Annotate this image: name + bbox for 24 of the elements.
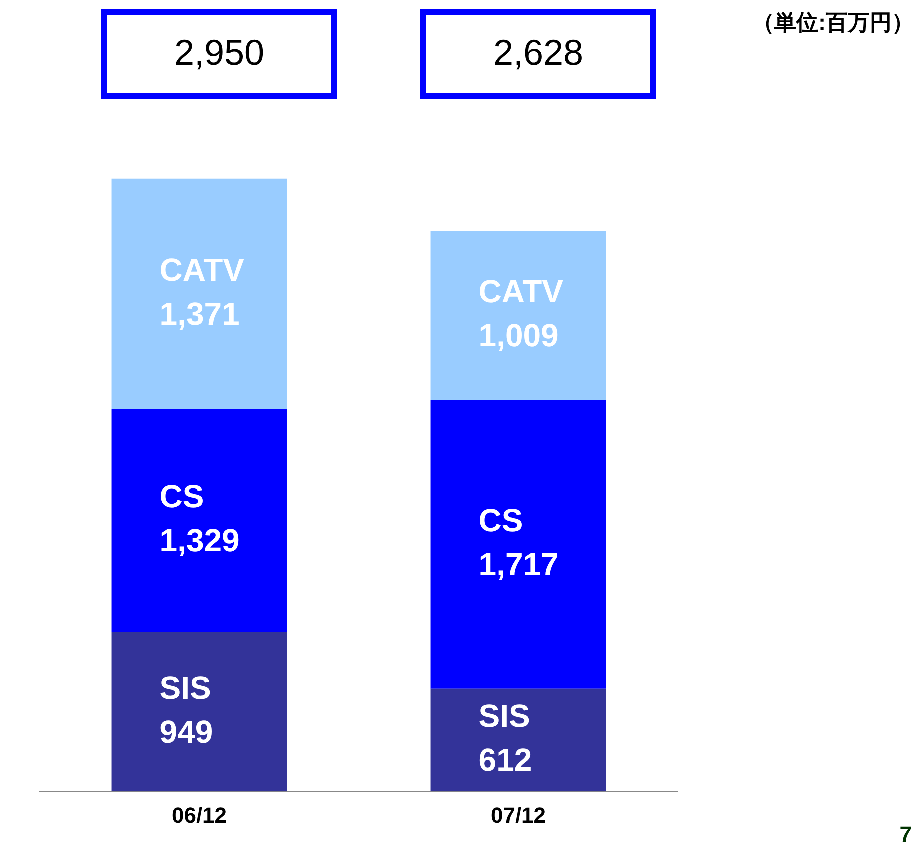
series-label: CATV	[478, 274, 564, 310]
bar	[430, 231, 606, 401]
text: CS	[478, 502, 524, 539]
bar	[112, 632, 288, 792]
text: CATV	[160, 252, 245, 288]
data-label: 1,371	[160, 296, 240, 332]
x-tick-label: 07/12	[490, 802, 546, 828]
text: 7	[900, 822, 912, 848]
bar	[112, 178, 288, 410]
data-label: 1,329	[160, 522, 240, 559]
text: 2,950	[174, 32, 265, 73]
bar	[430, 400, 606, 689]
bar	[430, 688, 606, 792]
text: 2,628	[493, 32, 584, 73]
series-label: SIS	[478, 698, 530, 734]
bar	[112, 409, 288, 632]
data-label: 1,009	[478, 318, 559, 354]
text: （単位:百万円）	[752, 9, 914, 37]
data-label: 1,717	[478, 546, 559, 583]
data-label: 949	[160, 714, 214, 750]
x-tick-label: 06/12	[172, 802, 228, 828]
text: SIS	[160, 670, 212, 706]
data-label: 612	[478, 742, 532, 778]
series-label: CS	[160, 478, 204, 515]
